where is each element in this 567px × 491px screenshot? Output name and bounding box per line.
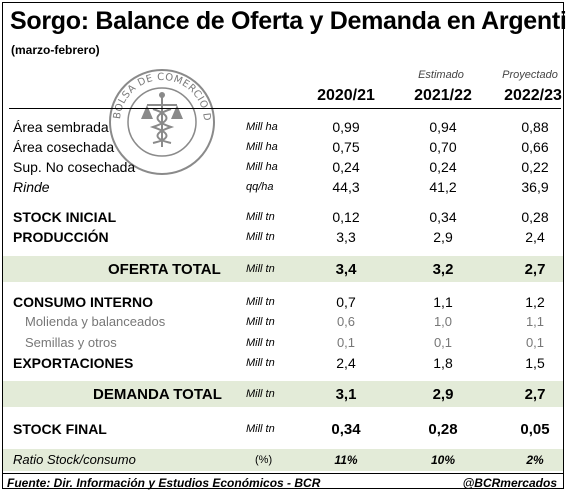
row-area-sembrada: Área sembrada Mill ha 0,99 0,94 0,88 <box>3 117 563 137</box>
cell-2020: 3,4 <box>335 261 357 278</box>
col-note-2021: Estimado <box>418 69 464 81</box>
cell-2020: 0,99 <box>332 119 360 135</box>
row-molienda: Molienda y balanceados Mill tn 0,6 1,0 1… <box>3 312 563 332</box>
row-exportaciones: EXPORTACIONES Mill tn 2,4 1,8 1,5 <box>3 353 563 373</box>
page-subtitle: (marzo-febrero) <box>11 43 100 57</box>
cell-2022: 0,1 <box>525 335 545 350</box>
cell-2020: 0,75 <box>332 139 360 155</box>
cell-2022: 2,4 <box>525 229 545 245</box>
row-rinde: Rinde qq/ha 44,3 41,2 36,9 <box>3 177 563 197</box>
cell-2021: 1,8 <box>433 355 453 371</box>
cell-2020: 3,1 <box>335 386 357 403</box>
col-header-2020: 2020/21 <box>317 87 375 104</box>
cell-2020: 0,7 <box>336 294 356 310</box>
source-note: Fuente: Dir. Información y Estudios Econ… <box>7 476 321 490</box>
row-demanda-total: DEMANDA TOTAL Mill tn 3,1 2,9 2,7 <box>3 381 563 407</box>
row-label: Ratio Stock/consumo <box>13 452 136 467</box>
cell-2021: 0,94 <box>429 119 457 135</box>
row-label: Molienda y balanceados <box>25 314 166 329</box>
row-unit: Mill tn <box>246 423 275 435</box>
header-divider <box>9 108 561 109</box>
row-label: DEMANDA TOTAL <box>93 386 222 403</box>
cell-2021: 0,24 <box>429 159 457 175</box>
cell-2021: 2,9 <box>433 229 453 245</box>
row-produccion: PRODUCCIÓN Mill tn 3,3 2,9 2,4 <box>3 227 563 247</box>
row-label: Semillas y otros <box>25 335 117 350</box>
row-unit: Mill tn <box>246 263 275 275</box>
row-unit: Mill ha <box>246 141 278 153</box>
row-label: Rinde <box>13 179 50 195</box>
row-label: STOCK INICIAL <box>13 209 117 225</box>
cell-2022: 2,7 <box>524 261 546 278</box>
cell-2022: 2,7 <box>524 386 546 403</box>
row-label: Sup. No cosechada <box>13 159 136 175</box>
cell-2021: 0,28 <box>428 421 458 438</box>
cell-2020: 3,3 <box>336 229 356 245</box>
cell-2022: 0,88 <box>521 119 549 135</box>
cell-2022: 1,1 <box>525 314 545 329</box>
cell-2021: 10% <box>430 453 456 467</box>
row-unit: Mill tn <box>246 337 275 349</box>
row-label: Área sembrada <box>13 119 109 135</box>
cell-2020: 0,34 <box>331 421 361 438</box>
cell-2022: 1,2 <box>525 294 545 310</box>
cell-2021: 0,1 <box>433 335 453 350</box>
row-semillas: Semillas y otros Mill tn 0,1 0,1 0,1 <box>3 333 563 353</box>
cell-2021: 1,0 <box>433 314 453 329</box>
col-header-2021: 2021/22 <box>414 87 472 104</box>
row-unit: Mill tn <box>246 211 275 223</box>
cell-2020: 2,4 <box>336 355 356 371</box>
row-stock-inicial: STOCK INICIAL Mill tn 0,12 0,34 0,28 <box>3 207 563 227</box>
footer-divider <box>3 473 563 474</box>
cell-2020: 0,24 <box>332 159 360 175</box>
cell-2022: 2% <box>526 453 544 467</box>
cell-2022: 0,66 <box>521 139 549 155</box>
cell-2022: 36,9 <box>521 179 549 195</box>
row-unit: Mill ha <box>246 121 278 133</box>
row-label: Área cosechada <box>13 139 115 155</box>
cell-2020: 0,12 <box>332 209 360 225</box>
row-label: STOCK FINAL <box>13 421 107 437</box>
row-ratio: Ratio Stock/consumo (%) 11% 10% 2% <box>3 449 563 471</box>
row-label: PRODUCCIÓN <box>13 229 109 245</box>
cell-2022: 0,22 <box>521 159 549 175</box>
social-handle: @BCRmercados <box>462 476 557 490</box>
row-stock-final: STOCK FINAL Mill tn 0,34 0,28 0,05 <box>3 419 563 439</box>
row-unit: Mill tn <box>246 388 275 400</box>
row-unit: qq/ha <box>246 181 274 193</box>
row-unit: Mill tn <box>246 231 275 243</box>
cell-2021: 3,2 <box>432 261 454 278</box>
row-unit: Mill tn <box>246 296 275 308</box>
row-oferta-total: OFERTA TOTAL Mill tn 3,4 3,2 2,7 <box>3 256 563 282</box>
row-consumo-interno: CONSUMO INTERNO Mill tn 0,7 1,1 1,2 <box>3 292 563 312</box>
cell-2022: 0,05 <box>520 421 550 438</box>
row-label: EXPORTACIONES <box>13 355 134 371</box>
row-sup-no-cosechada: Sup. No cosechada Mill ha 0,24 0,24 0,22 <box>3 157 563 177</box>
col-header-2022: 2022/23 <box>504 87 562 104</box>
cell-2021: 0,34 <box>429 209 457 225</box>
row-area-cosechada: Área cosechada Mill ha 0,75 0,70 0,66 <box>3 137 563 157</box>
cell-2020: 44,3 <box>332 179 360 195</box>
cell-2021: 41,2 <box>429 179 457 195</box>
row-unit: (%) <box>255 454 273 466</box>
col-note-2022: Proyectado <box>502 69 558 81</box>
row-unit: Mill ha <box>246 161 278 173</box>
row-label: OFERTA TOTAL <box>108 261 221 278</box>
cell-2022: 0,28 <box>521 209 549 225</box>
page-title: Sorgo: Balance de Oferta y Demanda en Ar… <box>10 7 567 35</box>
cell-2022: 1,5 <box>525 355 545 371</box>
cell-2020: 0,1 <box>336 335 356 350</box>
cell-2020: 0,6 <box>336 314 356 329</box>
bcr-seal-icon: BOLSA DE COMERCIO DE ROSARIO <box>107 67 215 175</box>
cell-2020: 11% <box>334 453 358 467</box>
cell-2021: 0,70 <box>429 139 457 155</box>
row-unit: Mill tn <box>246 316 275 328</box>
row-label: CONSUMO INTERNO <box>13 294 153 310</box>
cell-2021: 2,9 <box>432 386 454 403</box>
row-unit: Mill tn <box>246 357 275 369</box>
cell-2021: 1,1 <box>433 294 453 310</box>
